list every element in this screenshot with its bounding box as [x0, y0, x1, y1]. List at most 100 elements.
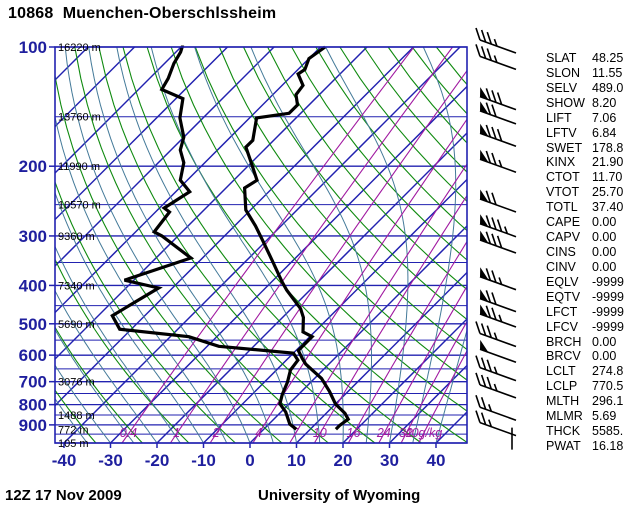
isotherm-line: [202, 178, 467, 444]
index-value: 6.84: [592, 125, 617, 140]
index-row: EQTV -9999: [546, 290, 624, 305]
index-value: 21.90: [592, 155, 624, 170]
index-row: LIFT 7.06: [546, 111, 624, 126]
dry-adiabat-line: [55, 72, 283, 444]
index-row: SHOW 8.20: [546, 96, 624, 111]
mixing-ratio-label: 4: [255, 426, 262, 440]
page-title: 10868 Muenchen-Oberschlssheim: [8, 5, 277, 22]
dry-adiabat-line: [218, 46, 467, 351]
source-credit: University of Wyoming: [258, 487, 421, 504]
index-row: THCK 5585.: [546, 424, 624, 439]
pressure-axis-label: 600: [19, 346, 47, 365]
height-label: 772 m: [58, 425, 89, 437]
temperature-axis-label: 30: [380, 451, 399, 470]
index-row: BRCV 0.00: [546, 349, 624, 364]
index-value: 0.00: [592, 215, 617, 230]
dry-adiabat-line: [55, 258, 190, 444]
index-value: 178.8: [592, 140, 624, 155]
mixing-ratio-line: [289, 163, 467, 444]
dry-adiabat-line: [194, 46, 467, 381]
temperature-axis-label: -20: [145, 451, 170, 470]
index-value: 274.8: [592, 364, 624, 379]
index-value: -9999: [592, 289, 624, 304]
index-label: CAPE: [546, 215, 581, 230]
dry-adiabat-line: [315, 46, 467, 232]
mixing-ratio-line: [418, 349, 467, 444]
temperature-axis-label: -10: [191, 451, 216, 470]
isotherm-line: [55, 46, 229, 221]
pressure-axis-label: 500: [19, 315, 47, 334]
pressure-axis-label: 300: [19, 227, 47, 246]
temperature-axis-label: 10: [287, 451, 306, 470]
temperature-axis-label: -30: [98, 451, 123, 470]
pressure-axis-label: 700: [19, 373, 47, 392]
mixing-ratio-label: 40g/kg: [405, 426, 443, 440]
pressure-axis-label: 200: [19, 157, 47, 176]
index-label: LFCT: [546, 304, 578, 319]
height-label: 11990 m: [58, 161, 100, 173]
index-value: -9999: [592, 304, 624, 319]
moist-adiabat-line: [55, 364, 111, 444]
index-value: 48.25: [592, 51, 624, 65]
moist-adiabat-line: [325, 46, 409, 444]
mixing-ratio-label: 24: [376, 426, 391, 440]
height-label: 9360 m: [58, 231, 95, 243]
dry-adiabat-line: [55, 180, 236, 444]
height-label: 105 m: [58, 438, 89, 450]
index-label: LCLP: [546, 379, 578, 394]
mixing-ratio-line: [378, 285, 467, 444]
moist-adiabat-line: [55, 289, 158, 444]
index-label: SELV: [546, 80, 578, 95]
index-label: THCK: [546, 424, 581, 439]
index-row: CTOT 11.70: [546, 170, 624, 185]
index-row: PWAT 16.18: [546, 439, 624, 454]
wind-barb: [479, 289, 517, 313]
index-label: EQLV: [546, 274, 579, 289]
pressure-axis-label: 900: [19, 416, 47, 435]
temperature-axis-label: 0: [245, 451, 254, 470]
isotherm-line: [55, 46, 182, 175]
index-value: 11.70: [592, 170, 623, 185]
pressure-axis-label: 100: [19, 38, 47, 57]
height-label: 3076 m: [58, 377, 95, 389]
index-label: CINS: [546, 244, 576, 259]
wind-barb: [479, 123, 517, 148]
index-label: EQTV: [546, 289, 581, 304]
wind-barb: [475, 27, 517, 54]
dry-adiabat-line: [267, 46, 467, 291]
isotherm-line: [55, 46, 322, 314]
plot-border: [54, 46, 468, 444]
mixing-ratio-label: 1: [173, 426, 180, 440]
index-value: -9999: [592, 319, 624, 334]
moist-adiabat-line: [88, 46, 274, 444]
wind-barb: [479, 87, 517, 111]
index-row: LFTV 6.84: [546, 126, 624, 141]
isotherm-line: [295, 271, 467, 444]
temperature-axis-label: 20: [334, 451, 353, 470]
dry-adiabat-line: [170, 46, 467, 412]
index-value: 296.1: [592, 394, 624, 409]
index-value: 7.06: [592, 110, 617, 125]
index-label: BRCH: [546, 334, 582, 349]
wind-barb: [475, 355, 517, 382]
mixing-ratio-line: [313, 194, 467, 444]
index-value: 37.40: [592, 200, 624, 215]
index-label: BRCV: [546, 349, 581, 364]
temperature-axis-label: -40: [52, 451, 77, 470]
wind-barb: [479, 101, 517, 125]
index-value: 25.70: [592, 185, 624, 200]
index-row: VTOT 25.70: [546, 185, 624, 200]
index-label: CINV: [546, 259, 576, 274]
moist-adiabat-line: [116, 46, 297, 444]
index-value: 5585.: [592, 424, 624, 439]
mixing-ratio-label: 16: [347, 426, 361, 440]
wind-barb: [475, 394, 517, 421]
index-label: SLON: [546, 65, 581, 80]
mixing-ratio-line: [169, 46, 454, 444]
index-value: 489.0: [592, 80, 624, 95]
mixing-ratio-label: 7: [292, 426, 300, 440]
wind-barb: [479, 267, 517, 291]
valid-time: 12Z 17 Nov 2009: [5, 487, 122, 504]
